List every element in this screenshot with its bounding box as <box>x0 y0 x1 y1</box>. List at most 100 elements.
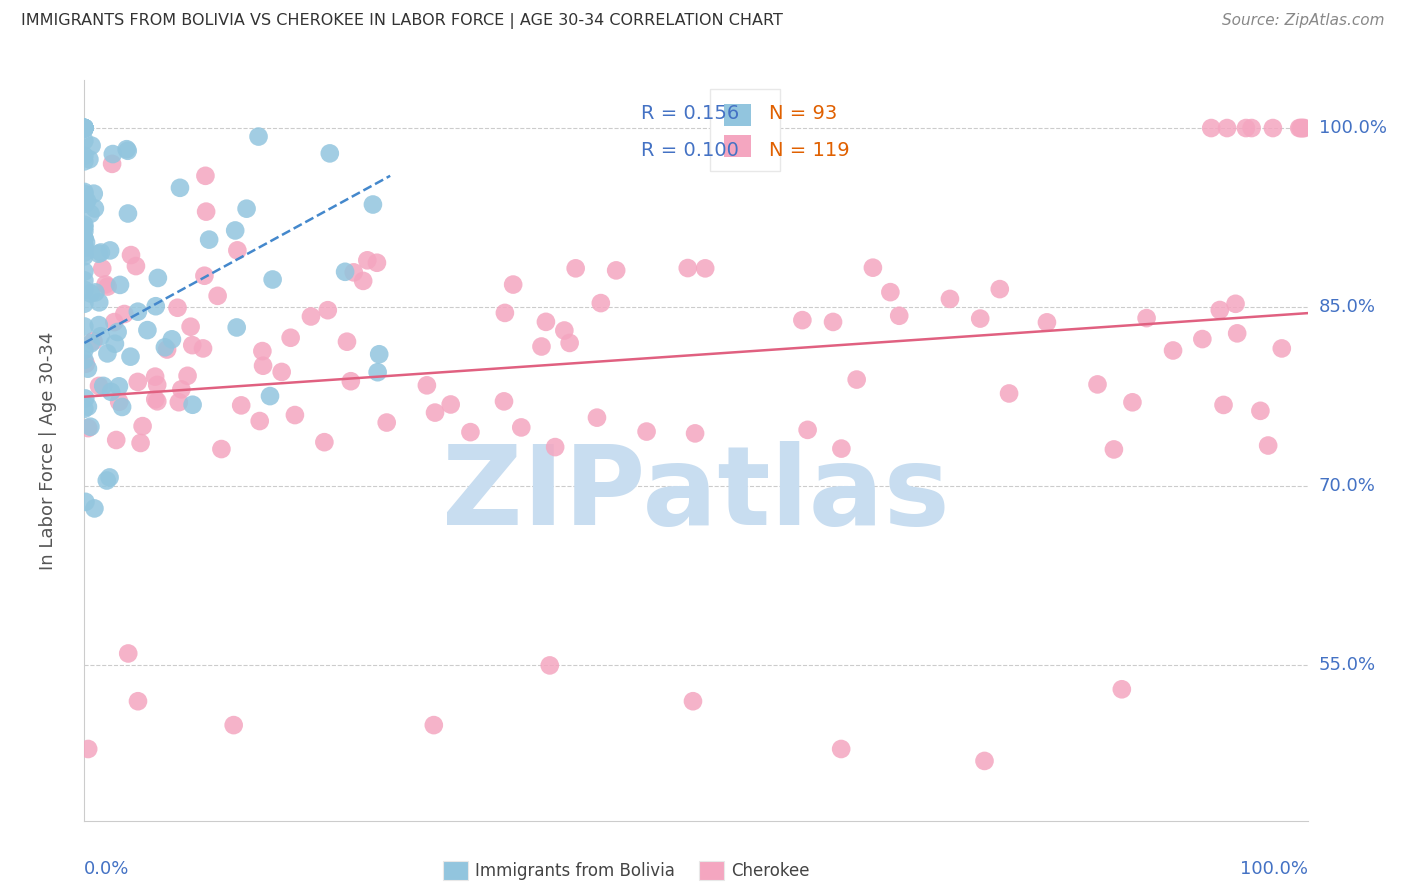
Point <box>153 340 176 354</box>
Point <box>252 344 274 359</box>
Point <box>77 421 100 435</box>
Point <box>160 332 183 346</box>
Point <box>676 261 699 276</box>
Point <box>73 192 96 206</box>
Point <box>605 263 627 277</box>
Point <box>1291 121 1313 136</box>
Point <box>73 134 96 148</box>
Point <box>226 244 249 258</box>
Point <box>166 301 188 315</box>
Point <box>375 416 398 430</box>
Point <box>91 379 114 393</box>
Point <box>423 406 446 420</box>
Point <box>75 235 97 250</box>
Point <box>108 379 131 393</box>
Point <box>530 339 553 353</box>
Point <box>90 329 112 343</box>
Point <box>73 121 96 136</box>
Point <box>1036 315 1059 329</box>
Point <box>1271 342 1294 356</box>
Point <box>247 129 270 144</box>
Point <box>1161 343 1184 358</box>
Point <box>73 343 96 358</box>
Point <box>73 401 96 416</box>
Point <box>176 368 198 383</box>
Point <box>319 146 342 161</box>
Point <box>73 121 96 136</box>
Point <box>80 286 103 301</box>
Point <box>1102 442 1125 457</box>
Text: Source: ZipAtlas.com: Source: ZipAtlas.com <box>1222 13 1385 29</box>
Text: IMMIGRANTS FROM BOLIVIA VS CHEROKEE IN LABOR FORCE | AGE 30-34 CORRELATION CHART: IMMIGRANTS FROM BOLIVIA VS CHEROKEE IN L… <box>21 13 783 29</box>
Point <box>1135 311 1157 326</box>
Point <box>534 315 557 329</box>
Point <box>998 386 1021 401</box>
Point <box>181 338 204 352</box>
Point <box>77 400 100 414</box>
Point <box>682 694 704 708</box>
Point <box>862 260 884 275</box>
Text: 70.0%: 70.0% <box>1319 477 1375 495</box>
Point <box>510 420 533 434</box>
Text: In Labor Force | Age 30-34: In Labor Force | Age 30-34 <box>38 331 56 570</box>
Point <box>1226 326 1249 341</box>
Point <box>73 231 96 245</box>
Point <box>73 121 96 136</box>
Point <box>1292 121 1315 136</box>
Point <box>988 282 1011 296</box>
Point <box>143 369 166 384</box>
Point <box>1087 377 1109 392</box>
Point <box>131 419 153 434</box>
Point <box>169 181 191 195</box>
Point <box>636 425 658 439</box>
Point <box>127 694 149 708</box>
Point <box>117 206 139 220</box>
Point <box>973 754 995 768</box>
Point <box>73 121 96 136</box>
Point <box>73 121 96 136</box>
Point <box>84 285 107 300</box>
Point <box>1216 121 1239 136</box>
Point <box>1288 121 1310 136</box>
Text: 55.0%: 55.0% <box>1319 657 1376 674</box>
Point <box>1191 332 1213 346</box>
Point <box>73 218 96 232</box>
Point <box>830 742 852 756</box>
Point <box>1199 121 1222 136</box>
Point <box>280 331 302 345</box>
Point <box>198 233 221 247</box>
Point <box>191 342 214 356</box>
Point <box>108 277 131 292</box>
Point <box>249 414 271 428</box>
Point <box>181 398 204 412</box>
Point <box>589 296 612 310</box>
Point <box>73 121 96 136</box>
Point <box>225 320 247 334</box>
Point <box>792 313 814 327</box>
Point <box>73 186 96 201</box>
Point <box>80 336 103 351</box>
Point <box>544 440 567 454</box>
Point <box>94 277 117 292</box>
Point <box>262 272 284 286</box>
Point <box>492 394 515 409</box>
Point <box>73 231 96 245</box>
Point <box>98 244 121 258</box>
Point <box>145 299 167 313</box>
Point <box>683 426 706 441</box>
Point <box>80 138 103 153</box>
Point <box>73 121 96 136</box>
Text: ZIPatlas: ZIPatlas <box>441 442 950 549</box>
Point <box>73 185 96 199</box>
Point <box>1209 303 1232 318</box>
Point <box>193 268 215 283</box>
Point <box>440 397 463 411</box>
Point <box>564 261 586 276</box>
Point <box>796 423 818 437</box>
Point <box>368 347 391 361</box>
Point <box>156 343 179 357</box>
Point <box>1240 121 1263 136</box>
Point <box>73 264 96 278</box>
Point <box>96 346 118 360</box>
Legend: , : , <box>710 89 780 171</box>
